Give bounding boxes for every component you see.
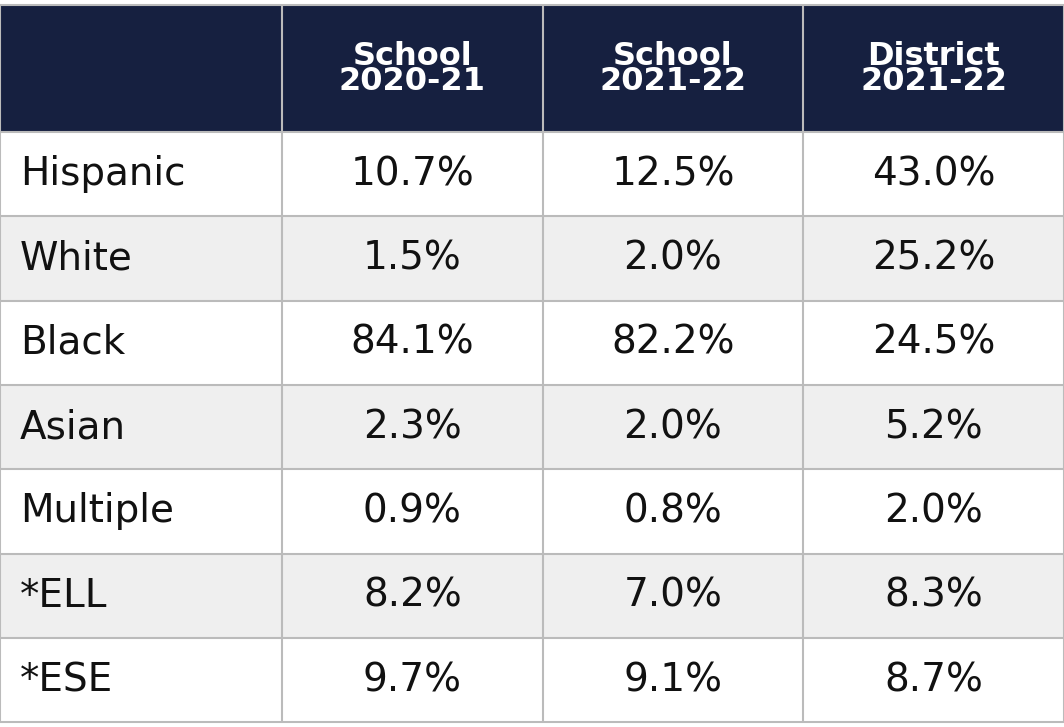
Bar	[803, 4, 1064, 132]
Bar	[803, 638, 1064, 723]
Text: 82.2%: 82.2%	[611, 324, 735, 362]
Bar	[803, 132, 1064, 217]
Text: 2.0%: 2.0%	[624, 408, 722, 446]
Text: 8.7%: 8.7%	[884, 661, 983, 699]
Bar	[282, 385, 543, 470]
Bar	[282, 470, 543, 554]
Text: 43.0%: 43.0%	[871, 155, 996, 193]
Bar	[0, 301, 282, 385]
Text: 8.2%: 8.2%	[363, 577, 462, 615]
Text: 2020-21: 2020-21	[338, 65, 486, 97]
Bar	[803, 301, 1064, 385]
Text: 8.3%: 8.3%	[884, 577, 983, 615]
Bar	[282, 554, 543, 638]
Bar	[282, 301, 543, 385]
Text: 2021-22: 2021-22	[860, 65, 1008, 97]
Bar	[803, 470, 1064, 554]
Bar	[0, 4, 282, 132]
Bar	[0, 554, 282, 638]
Text: 7.0%: 7.0%	[624, 577, 722, 615]
Text: 0.9%: 0.9%	[363, 492, 462, 531]
Bar	[543, 385, 803, 470]
Text: *ELL: *ELL	[20, 577, 107, 615]
Text: 10.7%: 10.7%	[350, 155, 475, 193]
Bar	[543, 217, 803, 301]
Text: *ESE: *ESE	[20, 661, 113, 699]
Text: 1.5%: 1.5%	[363, 239, 462, 278]
Bar	[543, 470, 803, 554]
Text: White: White	[20, 239, 133, 278]
Text: 9.7%: 9.7%	[363, 661, 462, 699]
Text: 5.2%: 5.2%	[884, 408, 983, 446]
Bar	[0, 385, 282, 470]
Bar	[543, 301, 803, 385]
Text: 2.0%: 2.0%	[884, 492, 983, 531]
Text: District: District	[867, 41, 1000, 72]
Text: 2.0%: 2.0%	[624, 239, 722, 278]
Text: 25.2%: 25.2%	[872, 239, 995, 278]
Bar	[803, 385, 1064, 470]
Text: 9.1%: 9.1%	[624, 661, 722, 699]
Text: 24.5%: 24.5%	[872, 324, 995, 362]
Text: 2021-22: 2021-22	[599, 65, 747, 97]
Bar	[0, 217, 282, 301]
Bar	[543, 554, 803, 638]
Text: Hispanic: Hispanic	[20, 155, 185, 193]
Text: Black: Black	[20, 324, 124, 362]
Bar	[0, 132, 282, 217]
Bar	[282, 4, 543, 132]
Bar	[0, 638, 282, 723]
Bar	[282, 217, 543, 301]
Text: 84.1%: 84.1%	[350, 324, 475, 362]
Bar	[282, 132, 543, 217]
Text: Asian: Asian	[20, 408, 126, 446]
Bar	[543, 132, 803, 217]
Text: 12.5%: 12.5%	[611, 155, 735, 193]
Text: 2.3%: 2.3%	[363, 408, 462, 446]
Bar	[543, 638, 803, 723]
Text: School: School	[613, 41, 733, 72]
Bar	[0, 470, 282, 554]
Bar	[803, 554, 1064, 638]
Text: Multiple: Multiple	[20, 492, 173, 531]
Bar	[282, 638, 543, 723]
Bar	[803, 217, 1064, 301]
Text: School: School	[352, 41, 472, 72]
Bar	[543, 4, 803, 132]
Text: 0.8%: 0.8%	[624, 492, 722, 531]
